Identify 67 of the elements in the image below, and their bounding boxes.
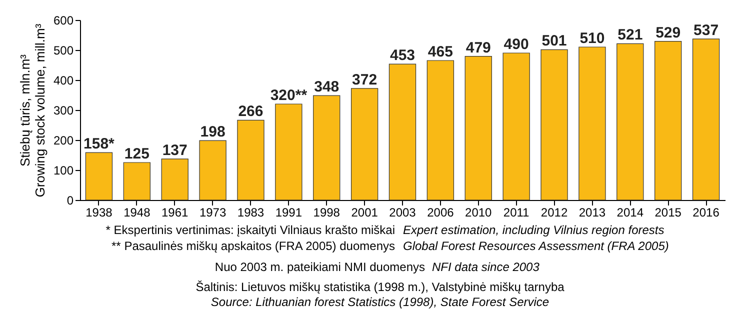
data-label: 501 <box>542 32 567 50</box>
bar <box>85 152 113 200</box>
x-tick-label: 1961 <box>162 206 189 220</box>
x-tick-label: 2006 <box>427 206 454 220</box>
x-tick-label: 2014 <box>616 206 644 220</box>
bar <box>237 120 264 200</box>
bar <box>350 88 378 200</box>
data-label: 372 <box>352 71 378 88</box>
bar <box>692 38 720 200</box>
x-tick-label: 2015 <box>654 206 682 220</box>
x-tick-label: 2001 <box>351 206 378 220</box>
data-label: 125 <box>124 146 150 162</box>
data-label: 465 <box>428 44 453 60</box>
y-tick-label: 400 <box>53 74 74 88</box>
y-tick-label: 100 <box>53 164 74 178</box>
y-tick-label: 600 <box>53 14 74 28</box>
text: ** Pasaulinės miškų apskaitos (FRA 2005) duomenys <box>112 239 395 253</box>
y-axis-title: Stiebų tūris, mln.m³ Growing stock volume, mill.m³ <box>17 23 48 198</box>
data-label: 453 <box>390 47 416 64</box>
bar <box>275 104 302 200</box>
x-tick-label: 2013 <box>578 206 606 220</box>
x-tick-label: 1991 <box>275 206 302 220</box>
bar <box>426 60 454 200</box>
bar <box>199 140 226 200</box>
x-tick-label: 1973 <box>199 206 226 220</box>
text: NFI data since 2003 <box>432 260 540 274</box>
bar <box>313 95 340 200</box>
text: Expert estimation, including Vilnius region forests <box>403 223 664 237</box>
bar <box>161 158 188 200</box>
x-tick-label: 2010 <box>465 206 492 220</box>
x-tick-label: 2016 <box>692 206 720 220</box>
text: Nuo 2003 m. pateikiami NMI duomenys <box>214 260 425 274</box>
bar <box>616 43 644 200</box>
text: Global Forest Resources Assessment (FRA 2005) <box>403 239 669 253</box>
bar <box>540 49 568 200</box>
data-label: 137 <box>162 142 188 159</box>
y-tick-label: 200 <box>53 134 74 148</box>
bar <box>578 46 606 200</box>
data-label: 198 <box>200 124 226 141</box>
data-label: 348 <box>314 78 340 96</box>
data-label: 158* <box>84 136 115 153</box>
data-label: 490 <box>504 36 529 53</box>
data-label: 320** <box>270 87 308 104</box>
x-tick-label: 2012 <box>540 206 568 220</box>
x-tick-label: 2003 <box>389 206 416 220</box>
data-label: 521 <box>618 26 643 44</box>
data-label: 529 <box>656 24 681 42</box>
bar <box>464 56 492 200</box>
x-tick-label: 1983 <box>237 206 264 220</box>
data-label: 537 <box>694 22 719 39</box>
y-tick-label: 300 <box>53 104 74 118</box>
bar <box>502 52 530 200</box>
data-label: 510 <box>580 30 605 47</box>
bar <box>123 162 150 200</box>
data-label: 479 <box>466 39 491 56</box>
text: Šaltinis: Lietuvos miškų statistika (1998 m.), Valstybinė miškų tarnyba <box>196 280 565 294</box>
y-tick-label: 0 <box>66 194 74 208</box>
x-tick-label: 1998 <box>313 206 340 220</box>
x-tick-label: 1938 <box>86 206 113 220</box>
data-label: 266 <box>238 103 264 120</box>
bar <box>388 64 416 200</box>
x-tick-label: 2011 <box>503 206 530 220</box>
y-tick-label: 500 <box>53 44 74 58</box>
text: * Ekspertinis vertinimas: įskaityti Vilniaus krašto miškai <box>106 223 395 237</box>
source-note: Source: Lithuanian forest Statistics (1998), State Forest Service <box>210 295 550 309</box>
bar <box>654 41 682 200</box>
x-tick-label: 1948 <box>124 206 151 220</box>
